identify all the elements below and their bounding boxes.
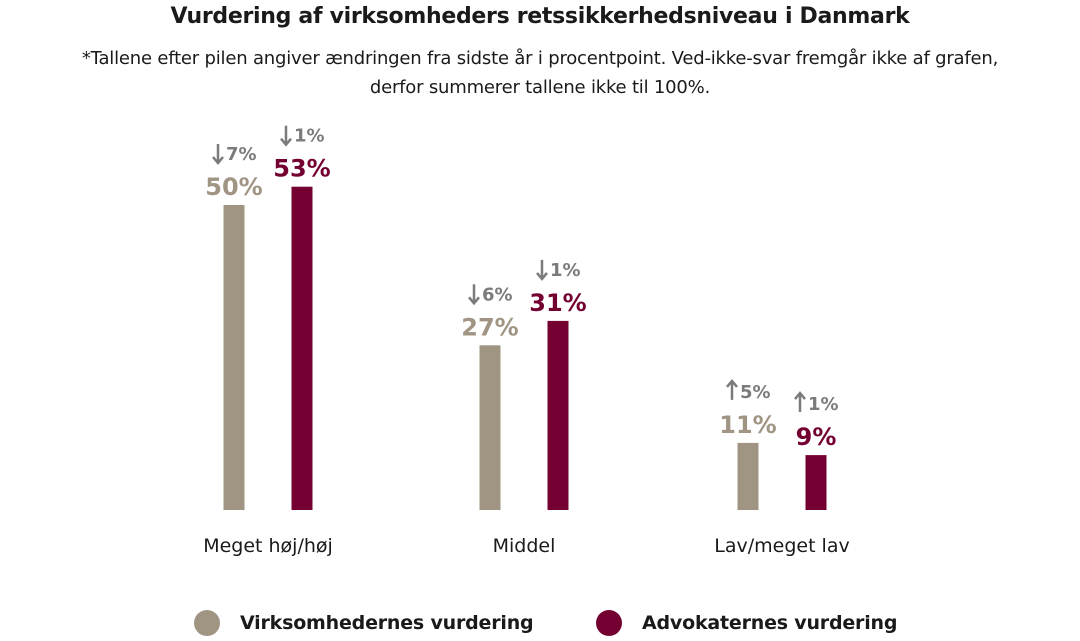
category-label-0: Meget høj/høj <box>203 535 333 557</box>
value-label-2-1: 9% <box>796 423 837 451</box>
value-label-0-1: 53% <box>273 155 330 183</box>
value-label-1-1: 31% <box>529 289 586 317</box>
change-arrow-down-icon-0-1 <box>280 137 292 147</box>
value-label-1-0: 27% <box>461 313 518 341</box>
bar-0-0 <box>223 205 245 510</box>
legend-swatch-advokater <box>596 610 622 636</box>
change-label-1-1: 1% <box>550 260 581 281</box>
bar-2-0 <box>737 442 759 510</box>
chart-subtitle: *Tallene efter pilen angiver ændringen f… <box>81 48 999 98</box>
value-label-0-0: 50% <box>205 173 262 201</box>
value-label-2-0: 11% <box>719 411 776 439</box>
legend-label-advokater: Advokaternes vurdering <box>642 612 898 634</box>
bar-2-1 <box>805 455 827 510</box>
change-label-0-1: 1% <box>294 126 325 147</box>
category-label-2: Lav/meget lav <box>714 535 849 557</box>
change-arrow-down-icon-1-0 <box>468 296 480 306</box>
bar-1-1 <box>547 320 569 510</box>
change-label-2-0: 5% <box>740 382 771 403</box>
bar-0-1 <box>291 186 313 510</box>
change-label-0-0: 7% <box>226 144 257 165</box>
change-arrow-up-icon-2-1 <box>794 391 806 400</box>
change-label-1-0: 6% <box>482 284 513 305</box>
chart-title: Vurdering af virksomheders retssikkerhed… <box>170 4 910 29</box>
category-label-1: Middel <box>493 535 556 557</box>
bar-chart: 50% 7% 53% 1% Meget høj/høj 27% 6% 31% 1% Middel 1… <box>203 125 850 557</box>
change-arrow-up-icon-2-0 <box>726 378 738 388</box>
bar-1-0 <box>479 345 501 510</box>
legend-item-virksomheder: Virksomhedernes vurdering <box>194 606 534 640</box>
legend-item-advokater: Advokaternes vurdering <box>596 606 897 640</box>
legend-swatch-virksomheder <box>194 610 220 636</box>
change-arrow-down-icon-1-1 <box>536 272 548 281</box>
legend-label-virksomheder: Virksomhedernes vurdering <box>240 612 534 634</box>
change-label-2-1: 1% <box>808 394 839 415</box>
change-arrow-down-icon-0-0 <box>212 156 224 165</box>
